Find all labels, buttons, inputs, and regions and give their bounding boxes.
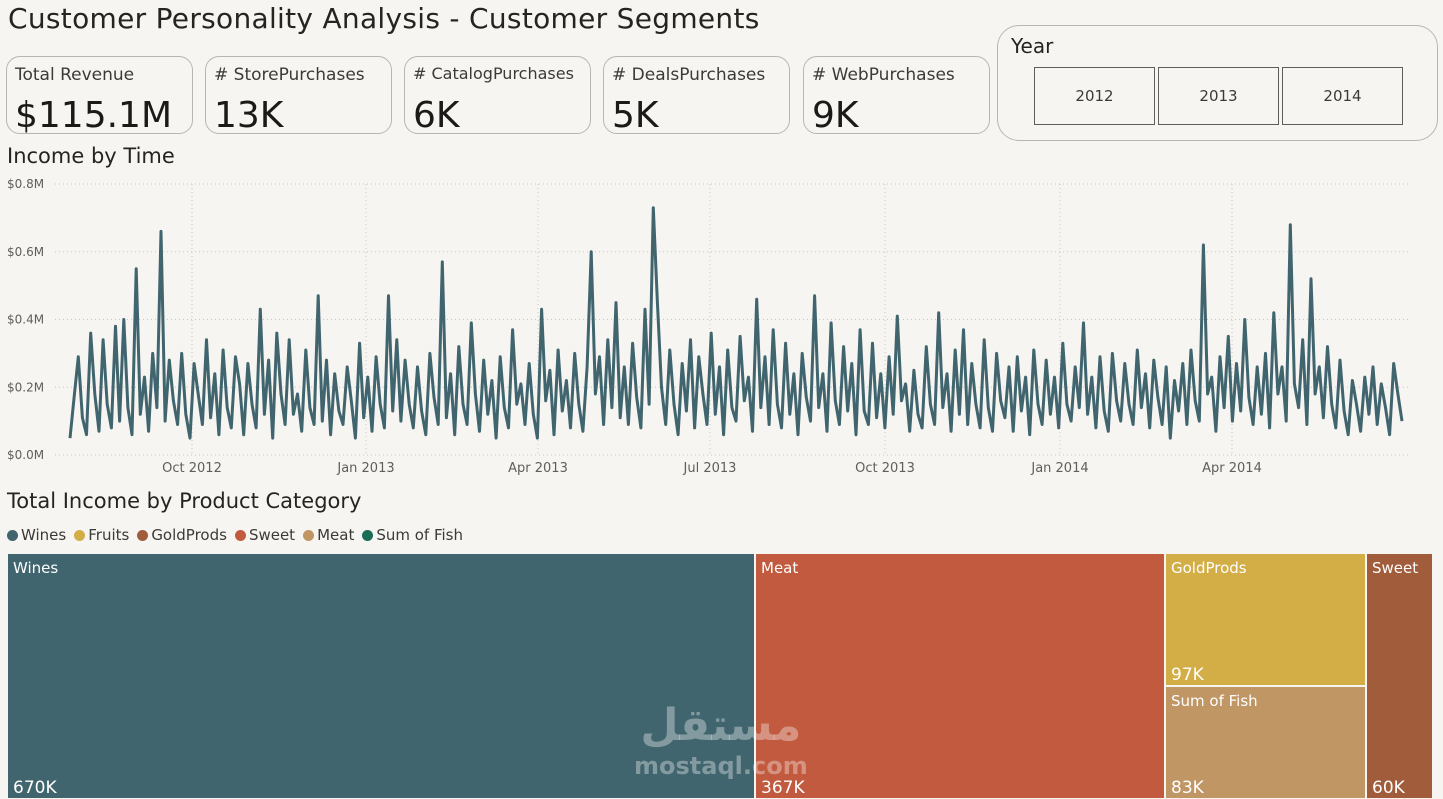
treemap-tile-sweet[interactable]: Sweet 60K (1366, 553, 1433, 799)
x-tick-label: Oct 2013 (855, 461, 915, 476)
treemap-tile-fish[interactable]: Sum of Fish 83K (1165, 686, 1366, 799)
legend-item-wines[interactable]: Wines (7, 526, 66, 544)
treemap-tile-goldprods[interactable]: GoldProds 97K (1165, 553, 1366, 686)
legend-item-fruits[interactable]: Fruits (74, 526, 129, 544)
tile-value: 670K (13, 778, 57, 798)
kpi-label: Total Revenue (15, 65, 135, 85)
income-chart-title: Income by Time (7, 144, 175, 168)
year-option-2013[interactable]: 2013 (1158, 67, 1279, 125)
kpi-card-store-purchases: # StorePurchases 13K (205, 56, 392, 136)
kpi-card-catalog-purchases: # CatalogPurchases 6K (404, 56, 591, 136)
income-series-line (68, 206, 1404, 440)
kpi-label: # DealsPurchases (612, 65, 766, 85)
product-chart-title: Total Income by Product Category (7, 489, 362, 513)
legend-item-fish[interactable]: Sum of Fish (362, 526, 463, 544)
legend-dot (7, 529, 18, 541)
x-tick-label: Jul 2013 (683, 461, 737, 476)
kpi-value: 5K (612, 95, 659, 136)
tile-value: 60K (1372, 778, 1405, 798)
product-legend: Wines Fruits GoldProds Sweet Meat Sum of… (7, 526, 463, 544)
tile-label: Meat (761, 559, 799, 577)
kpi-value: 9K (812, 95, 859, 136)
y-tick-label: $0.2M (7, 380, 44, 394)
legend-item-goldprods[interactable]: GoldProds (137, 526, 227, 544)
year-option-2014[interactable]: 2014 (1282, 67, 1403, 125)
tile-value: 367K (761, 778, 805, 798)
tile-value: 97K (1171, 665, 1204, 685)
legend-dot (234, 529, 246, 541)
tile-value: 83K (1171, 778, 1204, 798)
legend-label: Wines (21, 526, 67, 544)
kpi-card-web-purchases: # WebPurchases 9K (803, 56, 990, 136)
y-tick-label: $0.0M (7, 448, 44, 462)
year-slicer-label: Year (1011, 34, 1054, 58)
tile-label: Sweet (1372, 559, 1419, 577)
year-option-2012[interactable]: 2012 (1034, 67, 1155, 125)
y-tick-label: $0.4M (7, 313, 44, 327)
legend-dot (74, 529, 86, 541)
x-tick-label: Oct 2012 (162, 461, 222, 476)
tile-label: Wines (13, 559, 59, 577)
legend-item-sweet[interactable]: Sweet (234, 526, 296, 544)
tile-label: Sum of Fish (1171, 692, 1258, 710)
x-tick-label: Jan 2013 (336, 461, 394, 476)
y-tick-label: $0.8M (7, 177, 44, 191)
income-line-chart: $0.0M $0.2M $0.4M $0.6M $0.8M Oct 2012 Jan 20… (7, 177, 1410, 476)
tile-label: GoldProds (1171, 559, 1247, 577)
x-tick-label: Apr 2014 (1202, 461, 1262, 476)
legend-item-meat[interactable]: Meat (303, 526, 354, 544)
legend-label: Sweet (248, 526, 296, 544)
treemap-tile-wines[interactable]: Wines 670K (7, 553, 755, 799)
kpi-label: # CatalogPurchases (413, 64, 574, 83)
kpi-value: 6K (413, 95, 460, 136)
legend-label: Fruits (88, 526, 130, 544)
kpi-label: # WebPurchases (812, 65, 955, 85)
x-tick-label: Jan 2014 (1030, 461, 1088, 476)
kpi-card-deals-purchases: # DealsPurchases 5K (603, 56, 790, 136)
legend-label: Sum of Fish (376, 526, 463, 544)
kpi-value: 13K (214, 95, 284, 136)
legend-label: GoldProds (151, 526, 227, 544)
legend-dot (137, 529, 149, 541)
legend-dot (303, 529, 315, 541)
page-title: Customer Personality Analysis - Customer… (8, 2, 760, 35)
year-slicer: Year 2012 2013 2014 (997, 25, 1438, 141)
legend-dot (362, 529, 374, 541)
treemap-tile-meat[interactable]: Meat 367K (755, 553, 1165, 799)
kpi-value: $115.1M (15, 95, 173, 136)
legend-label: Meat (317, 526, 355, 544)
y-tick-label: $0.6M (7, 245, 44, 259)
kpi-card-total-revenue: Total Revenue $115.1M (6, 56, 193, 136)
kpi-label: # StorePurchases (214, 65, 365, 85)
x-tick-label: Apr 2013 (508, 461, 568, 476)
